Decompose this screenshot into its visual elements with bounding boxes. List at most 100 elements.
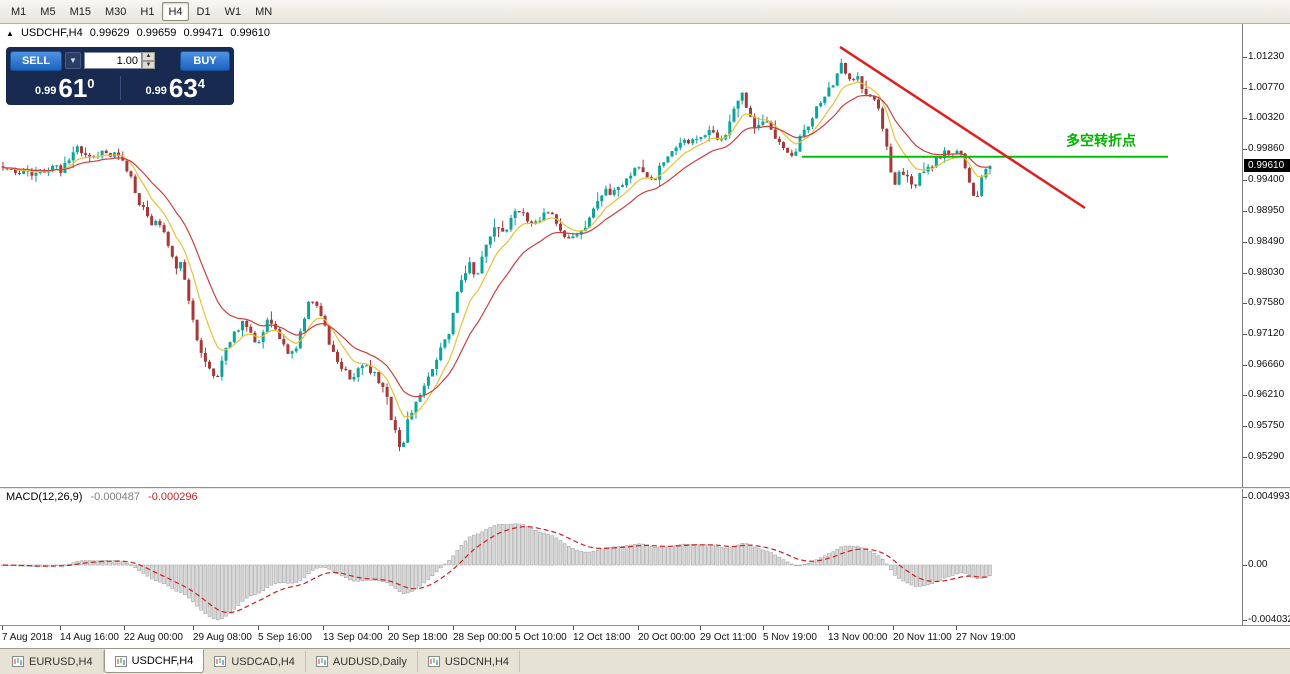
time-axis-label: 20 Sep 18:00: [388, 632, 448, 643]
close-value: 0.99610: [230, 27, 271, 39]
price-tick: [1243, 457, 1247, 458]
sell-button[interactable]: SELL: [10, 50, 62, 71]
price-tick: [1243, 149, 1247, 150]
chart-tab-usdcnh[interactable]: USDCNH,H4: [418, 651, 521, 672]
price-tick: [1243, 273, 1247, 274]
turning-point-annotation: 多空转折点: [1066, 133, 1136, 149]
time-axis-label: 22 Aug 00:00: [124, 632, 183, 643]
time-axis[interactable]: 7 Aug 2018 14 Aug 16:00 22 Aug 00:00 29 Aug…: [0, 625, 1290, 648]
chart-tab-icon: [214, 656, 227, 667]
triangle-down-icon: ▼: [145, 61, 152, 68]
sell-price-prefix: 0.99: [34, 85, 57, 97]
time-axis-label: 5 Oct 10:00: [515, 632, 567, 643]
time-tick: [638, 626, 639, 630]
macd-tick: [1243, 565, 1247, 566]
price-axis-label: 0.99400: [1248, 174, 1285, 185]
pane-divider[interactable]: [0, 487, 1290, 489]
one-click-trading-panel: SELL ▼ ▲ ▼ BUY 0.99610: [6, 47, 234, 105]
time-tick: [258, 626, 259, 630]
price-axis-label: 0.96660: [1248, 359, 1285, 370]
time-tick: [453, 626, 454, 630]
chart-tab-eurusd[interactable]: EURUSD,H4: [2, 651, 104, 672]
chart-tab-label: USDCAD,H4: [231, 655, 295, 668]
timeframe-button-d1[interactable]: D1: [191, 2, 217, 21]
chart-tab-label: EURUSD,H4: [29, 655, 93, 668]
macd-chart-canvas[interactable]: [0, 489, 1242, 625]
price-axis-label: 1.00770: [1248, 82, 1285, 93]
macd-axis-label: -0.004032: [1248, 614, 1290, 625]
time-tick: [828, 626, 829, 630]
macd-signal-value: -0.000296: [148, 491, 198, 503]
volume-increment-button[interactable]: ▲: [142, 52, 155, 61]
price-axis-label: 0.98950: [1248, 205, 1285, 216]
time-tick: [388, 626, 389, 630]
time-axis-label: 13 Sep 04:00: [323, 632, 383, 643]
timeframe-button-w1[interactable]: W1: [219, 2, 248, 21]
price-axis-label: 0.97580: [1248, 297, 1285, 308]
price-tick: [1243, 88, 1247, 89]
time-tick: [700, 626, 701, 630]
price-axis-label: 0.98030: [1248, 267, 1285, 278]
volume-spinner: ▲ ▼: [142, 52, 155, 69]
price-tick: [1243, 303, 1247, 304]
time-axis-label: 12 Oct 18:00: [573, 632, 631, 643]
volume-dropdown-button[interactable]: ▼: [65, 52, 81, 69]
price-tick: [1243, 395, 1247, 396]
chart-tab-usdchf[interactable]: USDCHF,H4: [103, 649, 205, 673]
chart-tab-audusd[interactable]: AUDUSD,Daily: [306, 651, 418, 672]
volume-input-group: ▲ ▼: [84, 52, 155, 69]
price-axis[interactable]: 1.01230 1.00770 1.00320 0.99860 0.99400 0.989…: [1242, 24, 1290, 487]
price-tick: [1243, 211, 1247, 212]
price-tick: [1243, 118, 1247, 119]
macd-axis-label: 0.004993: [1248, 491, 1290, 502]
time-axis-label: 14 Aug 16:00: [60, 632, 119, 643]
timeframe-button-m30[interactable]: M30: [99, 2, 132, 21]
macd-main-value: -0.000487: [90, 491, 141, 503]
time-axis-label: 20 Nov 11:00: [893, 632, 952, 643]
price-tick: [1243, 426, 1247, 427]
time-tick: [60, 626, 61, 630]
buy-button[interactable]: BUY: [180, 50, 230, 71]
time-tick: [2, 626, 3, 630]
time-axis-label: 7 Aug 2018: [2, 632, 53, 643]
time-axis-label: 28 Sep 00:00: [453, 632, 513, 643]
time-axis-label: 29 Aug 08:00: [193, 632, 252, 643]
timeframe-button-h1[interactable]: H1: [134, 2, 160, 21]
volume-decrement-button[interactable]: ▼: [142, 60, 155, 69]
time-axis-label: 20 Oct 00:00: [638, 632, 696, 643]
time-tick: [193, 626, 194, 630]
price-tick: [1243, 180, 1247, 181]
chart-tab-usdcad[interactable]: USDCAD,H4: [204, 651, 306, 672]
high-value: 0.99659: [136, 27, 177, 39]
chart-tab-bar: EURUSD,H4 USDCHF,H4 USDCAD,H4 AUDUSD,Daily U…: [0, 648, 1290, 674]
timeframe-button-h4[interactable]: H4: [162, 2, 189, 21]
time-axis-label: 29 Oct 11:00: [700, 632, 757, 643]
triangle-up-icon: ▲: [145, 53, 152, 60]
time-tick: [763, 626, 764, 630]
price-divider: [119, 76, 121, 100]
macd-indicator-pane: MACD(12,26,9) -0.000487 -0.000296 0.0049…: [0, 489, 1290, 625]
timeframe-button-m5[interactable]: M5: [34, 2, 61, 21]
time-tick: [124, 626, 125, 630]
collapse-triangle-icon[interactable]: ▲: [6, 29, 14, 38]
timeframe-button-m15[interactable]: M15: [64, 2, 97, 21]
price-axis-label: 0.96210: [1248, 389, 1285, 400]
time-tick: [323, 626, 324, 630]
timeframe-button-m1[interactable]: M1: [5, 2, 32, 21]
sell-price-display[interactable]: 0.99 61 0: [10, 75, 120, 101]
time-tick: [573, 626, 574, 630]
volume-input[interactable]: [84, 52, 142, 69]
candlestick-chart-canvas[interactable]: 多空转折点: [0, 24, 1242, 487]
macd-title: MACD(12,26,9): [6, 491, 83, 503]
price-tick: [1243, 334, 1247, 335]
low-value: 0.99471: [183, 27, 224, 39]
macd-tick: [1243, 620, 1247, 621]
chart-tab-icon: [114, 655, 127, 667]
time-axis-label: 13 Nov 00:00: [828, 632, 888, 643]
buy-price-display[interactable]: 0.99 63 4: [121, 75, 231, 101]
macd-axis-label: 0.00: [1248, 559, 1268, 570]
timeframe-toolbar: M1 M5 M15 M30 H1 H4 D1 W1 MN: [0, 0, 1290, 24]
macd-value-axis[interactable]: 0.004993 0.00 -0.004032: [1242, 489, 1290, 625]
timeframe-button-mn[interactable]: MN: [249, 2, 278, 21]
price-tick: [1243, 242, 1247, 243]
